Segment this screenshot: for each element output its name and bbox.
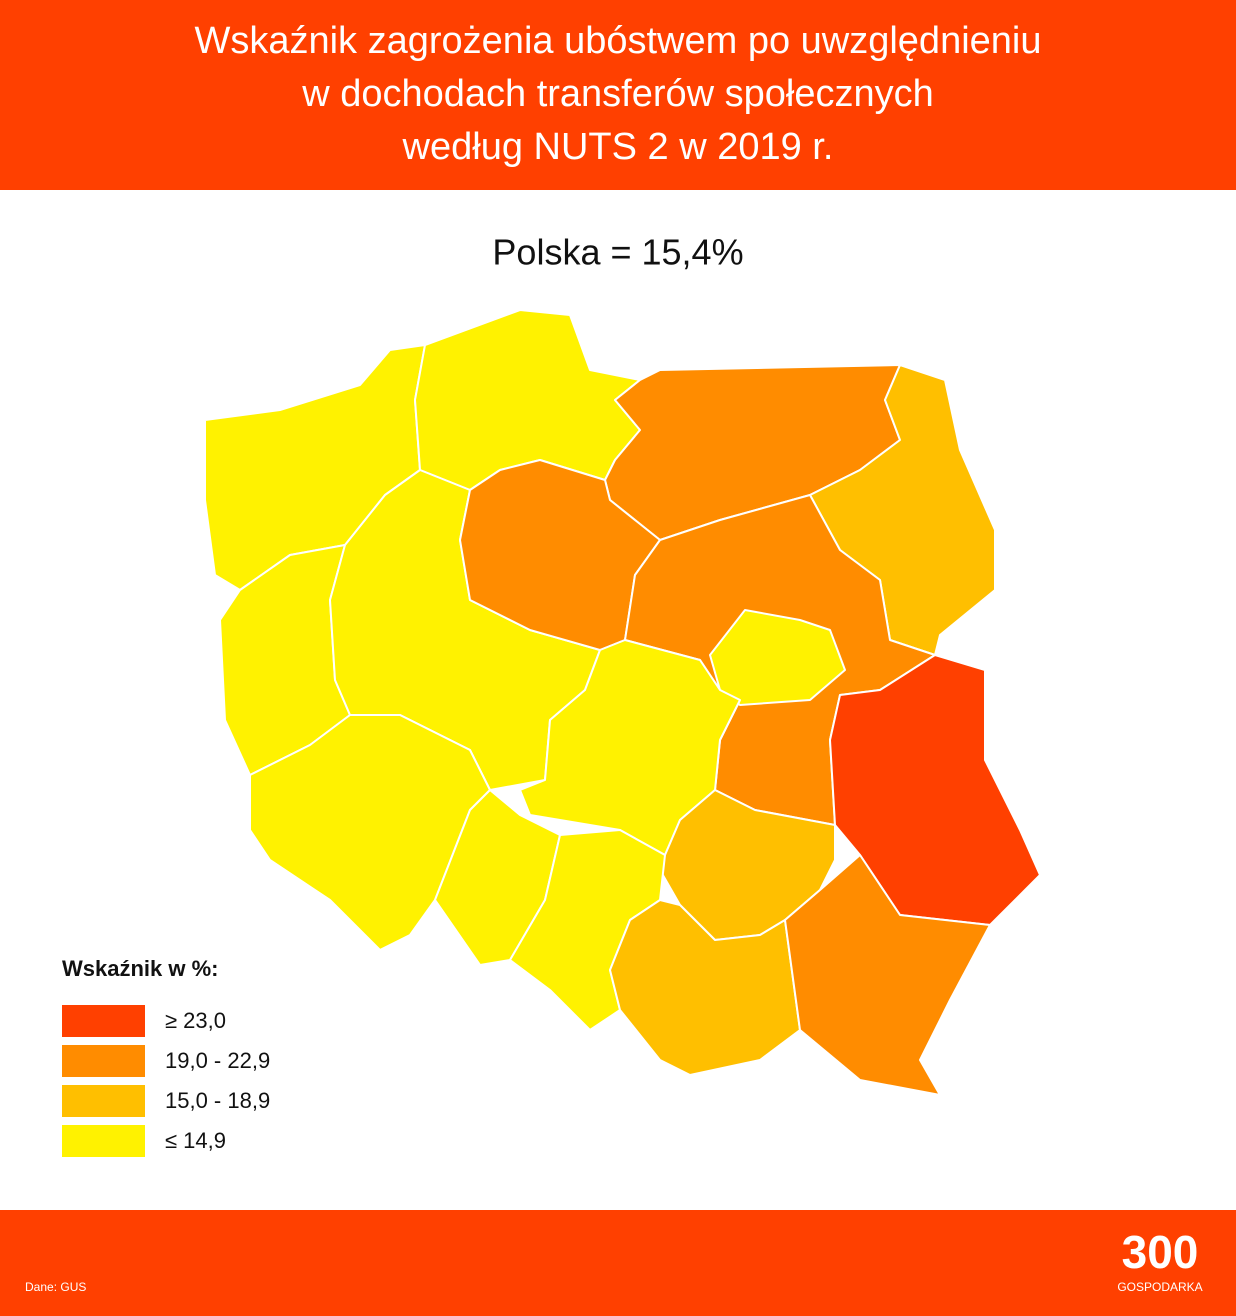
legend-label: ≥ 23,0 xyxy=(165,1008,226,1033)
map xyxy=(204,309,1041,1096)
title-line: w dochodach transferów społecznych xyxy=(301,73,934,115)
legend-swatch xyxy=(62,1085,145,1117)
title-line: według NUTS 2 w 2019 r. xyxy=(402,126,834,168)
header-band xyxy=(0,0,1236,190)
legend-title: Wskaźnik w %: xyxy=(62,956,218,981)
logo-subtitle: GOSPODARKA xyxy=(1117,1280,1202,1294)
logo: 300 xyxy=(1122,1226,1199,1278)
footer-band xyxy=(0,1210,1236,1316)
title-line: Wskaźnik zagrożenia ubóstwem po uwzględn… xyxy=(194,20,1041,62)
subtitle: Polska = 15,4% xyxy=(492,232,743,273)
legend-label: ≤ 14,9 xyxy=(165,1128,226,1153)
legend-label: 15,0 - 18,9 xyxy=(165,1088,270,1113)
legend-label: 19,0 - 22,9 xyxy=(165,1048,270,1073)
region xyxy=(784,854,991,1096)
source: Dane: GUS xyxy=(25,1280,86,1294)
legend-swatch xyxy=(62,1045,145,1077)
legend-swatch xyxy=(62,1005,145,1037)
legend: ≥ 23,0 19,0 - 22,9 15,0 - 18,9 ≤ 14,9 xyxy=(62,1005,270,1157)
legend-swatch xyxy=(62,1125,145,1157)
